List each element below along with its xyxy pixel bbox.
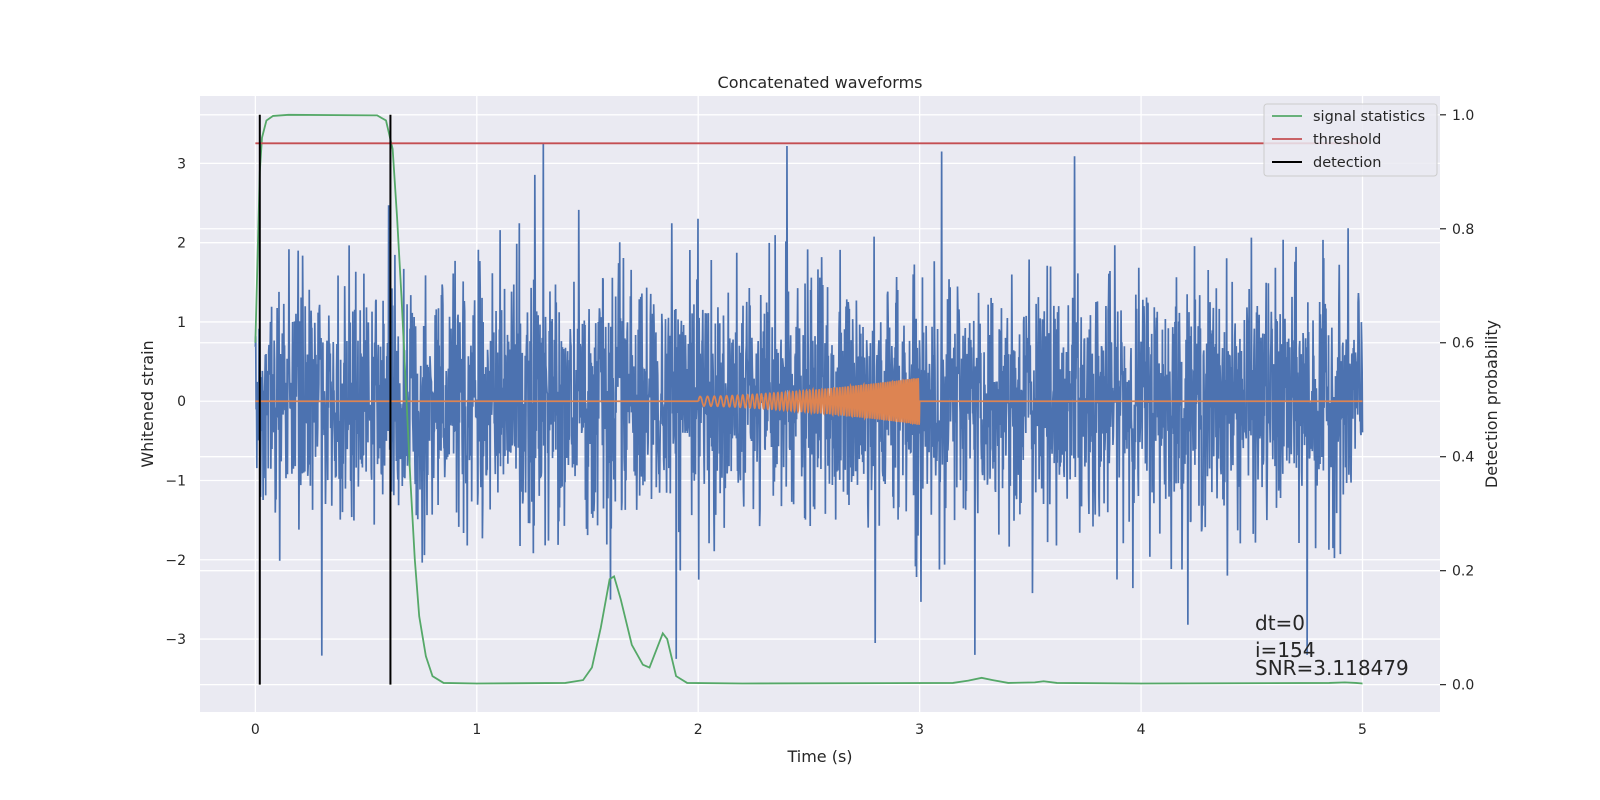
x-tick-label: 3 <box>915 722 924 738</box>
y-tick-label: −2 <box>165 553 186 569</box>
legend: signal statistics threshold detection <box>1263 103 1438 177</box>
axes: 0 1 2 3 4 5 −3 −2 −1 0 1 2 3 0.0 0.2 0.4 0.6 0.8 1.0 <box>165 108 1474 738</box>
x-tick-label: 1 <box>472 722 481 738</box>
y-tick-label: 3 <box>177 156 186 172</box>
annotation-snr: SNR=3.118479 <box>1255 656 1409 680</box>
x-tick-label: 4 <box>1137 722 1146 738</box>
legend-box <box>1263 103 1438 177</box>
chart-title: Concatenated waveforms <box>718 73 923 92</box>
y2-tick-label: 0.8 <box>1452 222 1474 238</box>
y-tick-label: −3 <box>165 632 186 648</box>
x-axis-title: Time (s) <box>786 747 852 766</box>
y2-tick-label: 0.0 <box>1452 678 1474 694</box>
x-tick-label: 5 <box>1358 722 1367 738</box>
series-injected-waveform <box>255 377 1363 425</box>
y-tick-label: −1 <box>165 474 186 490</box>
y2-tick-label: 0.4 <box>1452 450 1474 466</box>
y-tick-label: 1 <box>177 315 186 331</box>
y-axis-title: Whitened strain <box>138 340 157 467</box>
annotation-index: i=154 <box>1255 638 1316 662</box>
y2-tick-label: 0.2 <box>1452 564 1474 580</box>
x-tick-label: 2 <box>694 722 703 738</box>
annotation-dt: dt=0 <box>1255 611 1305 635</box>
series-signal-statistics <box>254 113 1363 685</box>
legend-label-detection: detection <box>1313 155 1381 171</box>
y-tick-label: 2 <box>177 236 186 252</box>
legend-label-threshold: threshold <box>1313 132 1381 148</box>
legend-label-signal-statistics: signal statistics <box>1313 109 1425 125</box>
series-whitened-strain <box>254 143 1364 659</box>
y2-tick-label: 1.0 <box>1452 108 1474 124</box>
series-layer <box>254 113 1364 685</box>
y-tick-label: 0 <box>177 394 186 410</box>
y2-tick-label: 0.6 <box>1452 336 1474 352</box>
y2-axis-title: Detection probability <box>1482 320 1501 488</box>
x-tick-label: 0 <box>251 722 260 738</box>
